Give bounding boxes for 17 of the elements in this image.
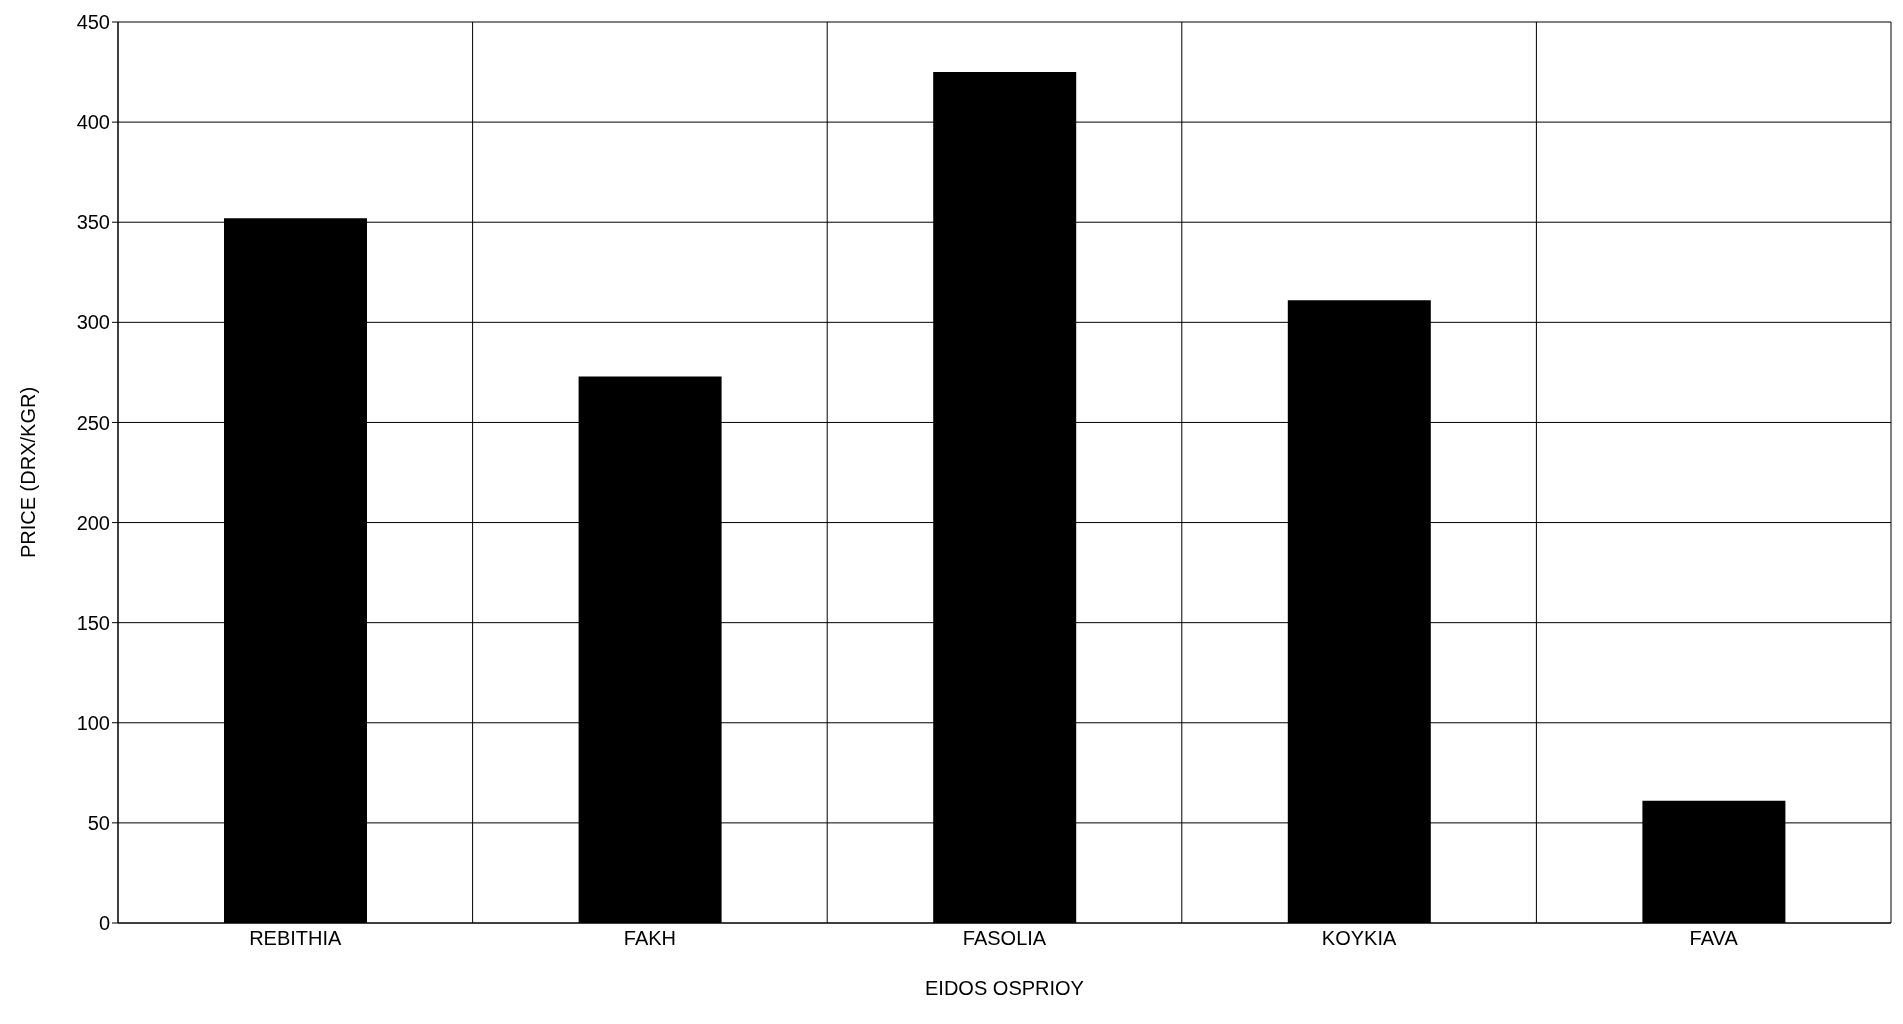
y-tick-label: 300 (76, 311, 110, 334)
y-tick-label: 100 (76, 711, 110, 734)
y-tick-label: 450 (76, 11, 110, 34)
y-axis-title: PRICE (DRX/KGR) (17, 386, 40, 559)
x-axis-title: EIDOS OSPRIOY (925, 977, 1084, 999)
x-tick-label: KOYKIA (1321, 927, 1397, 950)
y-tick-label: 50 (87, 811, 110, 834)
y-tick-label: 150 (76, 611, 110, 634)
y-tick-label: 400 (76, 111, 110, 134)
y-tick-label: 0 (98, 912, 110, 935)
x-tick-label: FAKH (623, 927, 677, 950)
x-tick-label: FAVA (1689, 927, 1739, 950)
x-tick-label: FASOLIA (962, 927, 1047, 950)
x-tick-label: REBITHIA (249, 927, 343, 950)
y-tick-label: 350 (76, 211, 110, 234)
y-tick-label: 200 (76, 511, 110, 534)
y-tick-label: 250 (76, 411, 110, 434)
